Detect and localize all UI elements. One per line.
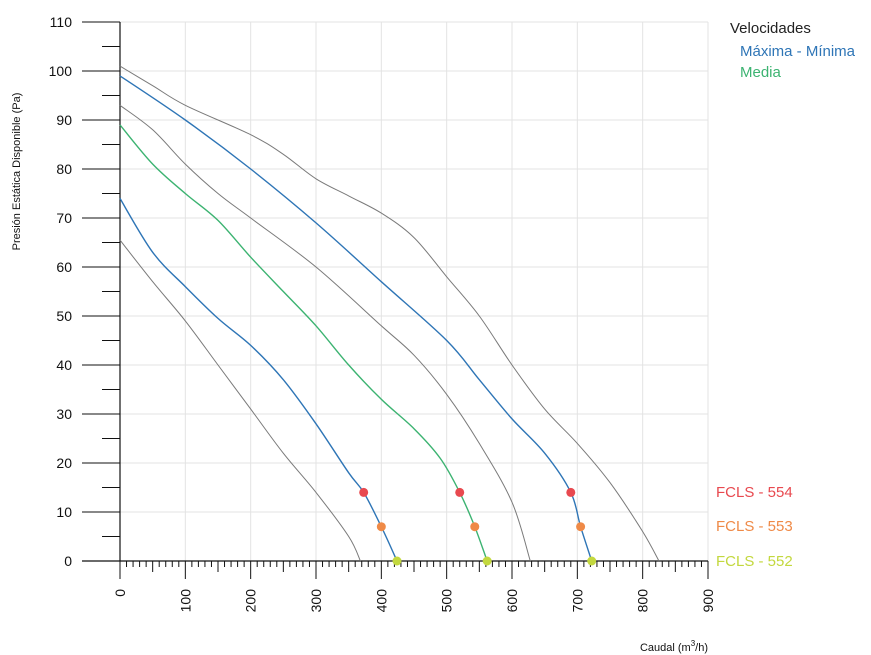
x-tick-label: 500 <box>439 589 455 613</box>
y-axis-title: Presión Estática Disponible (Pa) <box>11 93 23 251</box>
envelope-curve <box>119 65 660 562</box>
operating-point-marker <box>482 556 492 566</box>
x-tick-label: 700 <box>569 589 585 613</box>
legend-title: Velocidades <box>730 20 811 37</box>
curve-lines <box>119 65 660 562</box>
model-label: FCLS - 553 <box>716 518 793 535</box>
operating-point-marker <box>470 522 480 532</box>
legend-entry: Máxima - Mínima <box>740 43 856 60</box>
y-tick-label: 90 <box>56 112 72 128</box>
y-tick-label: 80 <box>56 161 72 177</box>
speed-curve <box>119 198 398 562</box>
legend-entry: Media <box>740 64 782 81</box>
operating-point-marker <box>392 556 402 566</box>
operating-point-marker <box>566 487 576 497</box>
model-label: FCLS - 552 <box>716 553 793 570</box>
y-tick-label: 50 <box>56 308 72 324</box>
grid <box>120 21 709 561</box>
x-tick-label: 400 <box>373 589 389 613</box>
operating-markers <box>359 487 597 566</box>
axes <box>82 21 709 579</box>
operating-point-marker <box>576 522 586 532</box>
operating-point-marker <box>359 487 369 497</box>
y-tick-label: 20 <box>56 455 72 471</box>
speed-curve <box>119 75 593 562</box>
model-label: FCLS - 554 <box>716 484 793 501</box>
y-tick-label: 10 <box>56 504 72 520</box>
x-tick-label: 300 <box>308 589 324 613</box>
envelope-curve <box>119 104 531 562</box>
y-tick-label: 40 <box>56 357 72 373</box>
x-tick-label: 600 <box>504 589 520 613</box>
speed-curve <box>119 124 488 562</box>
x-tick-label: 0 <box>112 589 128 597</box>
operating-point-marker <box>587 556 597 566</box>
operating-point-marker <box>455 487 465 497</box>
y-tick-label: 70 <box>56 210 72 226</box>
chart-text: 0 10 20 30 40 50 60 70 80 90 100 110 0 100 200 300 400 50… <box>11 14 856 654</box>
y-tick-label: 100 <box>49 63 73 79</box>
y-tick-label: 110 <box>50 14 73 30</box>
y-tick-label: 30 <box>56 406 72 422</box>
x-tick-label: 900 <box>700 589 716 613</box>
x-tick-label: 800 <box>635 589 651 613</box>
y-tick-label: 60 <box>56 259 72 275</box>
envelope-curve <box>119 239 361 562</box>
y-tick-label: 0 <box>64 553 72 569</box>
x-tick-label: 100 <box>177 589 193 613</box>
operating-point-marker <box>376 522 386 532</box>
x-tick-label: 200 <box>243 589 259 613</box>
x-axis-title: Caudal (m3/h) <box>640 639 708 654</box>
